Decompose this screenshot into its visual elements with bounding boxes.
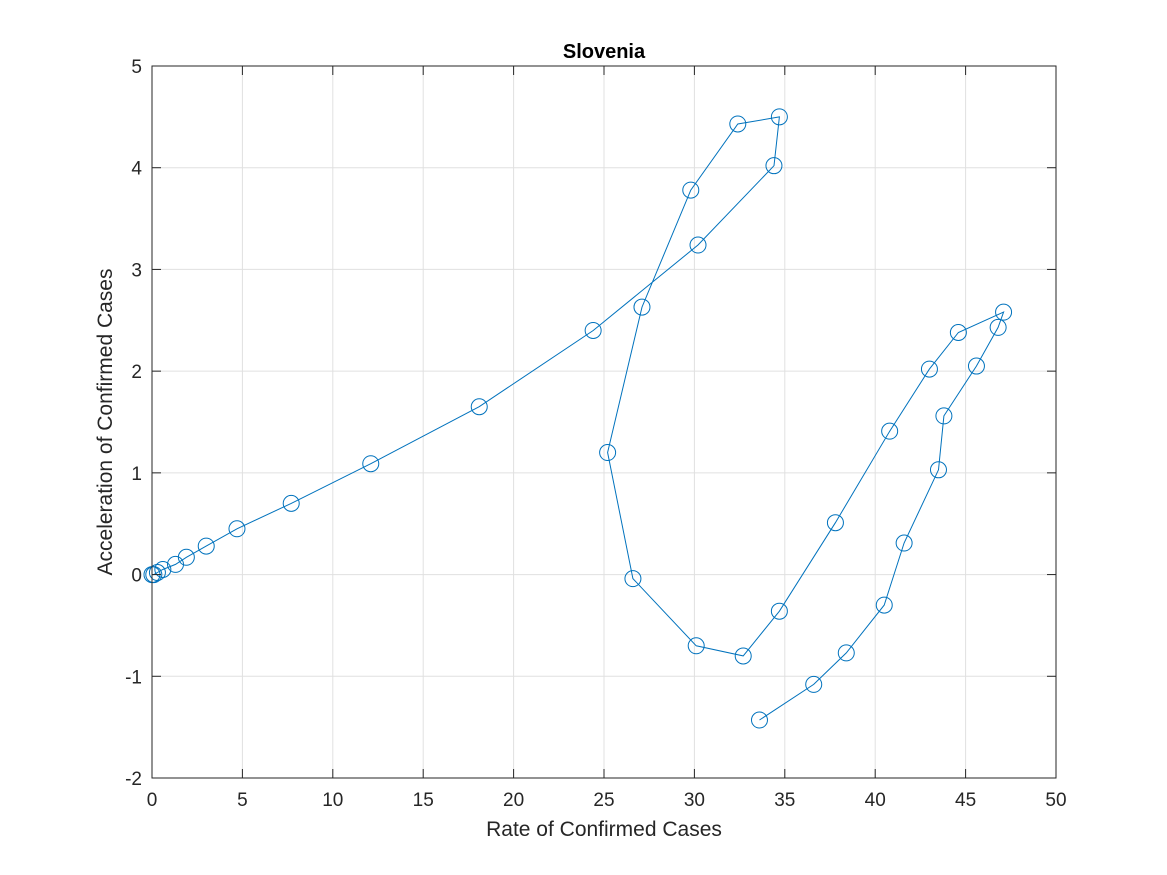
- y-tick-label: 2: [131, 362, 142, 383]
- data-point-marker: [282, 494, 300, 512]
- data-point-marker: [682, 181, 700, 199]
- data-point-marker: [949, 323, 967, 341]
- y-tick-label: 0: [131, 566, 142, 587]
- data-point-marker: [734, 647, 752, 665]
- data-point-marker: [837, 644, 855, 662]
- data-point-marker: [145, 566, 163, 584]
- data-point-marker: [228, 520, 246, 538]
- data-point-marker: [154, 560, 172, 578]
- x-tick-label: 30: [684, 790, 705, 811]
- series-line: [152, 116, 1005, 721]
- x-tick-label: 15: [413, 790, 434, 811]
- x-tick-label: 10: [322, 790, 343, 811]
- chart-title: Slovenia: [563, 41, 646, 63]
- data-point-marker: [995, 303, 1013, 321]
- data-point-marker: [967, 357, 985, 375]
- data-point-marker: [826, 514, 844, 532]
- data-point-marker: [935, 407, 953, 425]
- x-tick-label: 45: [955, 790, 976, 811]
- y-tick-label: 5: [131, 57, 142, 78]
- data-point-marker: [599, 444, 617, 462]
- data-point-marker: [881, 422, 899, 440]
- x-tick-label: 25: [593, 790, 614, 811]
- y-tick-label: 4: [131, 159, 142, 180]
- x-axis-label: Rate of Confirmed Cases: [486, 818, 722, 841]
- x-tick-label: 5: [237, 790, 248, 811]
- x-tick-label: 35: [774, 790, 795, 811]
- data-point-marker: [633, 298, 651, 316]
- data-point-marker: [624, 570, 642, 588]
- y-axis-label: Acceleration of Confirmed Cases: [94, 269, 117, 576]
- x-tick-label: 40: [865, 790, 886, 811]
- y-tick-label: -2: [125, 769, 142, 790]
- data-point-marker: [929, 461, 947, 479]
- data-point-marker: [584, 321, 602, 339]
- data-point-marker: [177, 548, 195, 566]
- y-tick-label: -1: [125, 667, 142, 688]
- data-point-marker: [362, 455, 380, 473]
- y-tick-label: 1: [131, 464, 142, 485]
- data-point-marker: [989, 318, 1007, 336]
- x-tick-label: 50: [1045, 790, 1066, 811]
- data-point-marker: [770, 108, 788, 126]
- data-point-marker: [875, 596, 893, 614]
- data-point-marker: [687, 637, 705, 655]
- data-point-marker: [729, 115, 747, 133]
- data-point-marker: [148, 564, 166, 582]
- y-tick-label: 3: [131, 260, 142, 281]
- data-point-marker: [689, 236, 707, 254]
- data-point-marker: [470, 398, 488, 416]
- data-point-marker: [920, 360, 938, 378]
- x-tick-label: 0: [147, 790, 158, 811]
- data-point-marker: [895, 534, 913, 552]
- x-tick-label: 20: [503, 790, 524, 811]
- data-point-marker: [765, 157, 783, 175]
- data-point-marker: [750, 711, 768, 729]
- data-point-marker: [197, 537, 215, 555]
- data-point-marker: [805, 675, 823, 693]
- data-point-marker: [770, 602, 788, 620]
